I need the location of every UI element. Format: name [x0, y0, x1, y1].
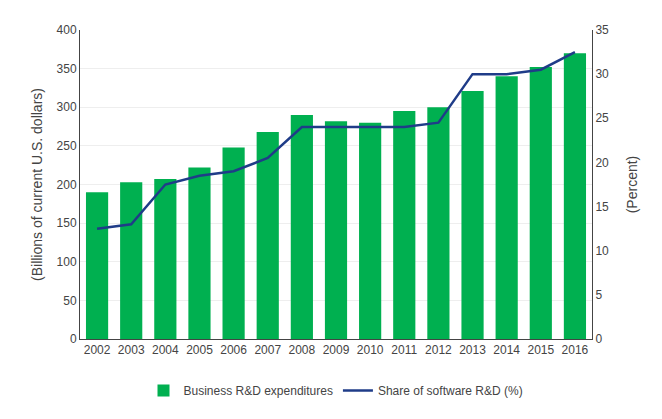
svg-text:30: 30 — [595, 67, 609, 81]
svg-text:20: 20 — [595, 156, 609, 170]
svg-text:35: 35 — [595, 23, 609, 37]
svg-text:2012: 2012 — [425, 343, 452, 357]
svg-text:15: 15 — [595, 200, 609, 214]
svg-text:2011: 2011 — [391, 343, 417, 357]
svg-text:100: 100 — [57, 255, 77, 269]
svg-text:2016: 2016 — [562, 343, 589, 357]
svg-text:5: 5 — [595, 288, 602, 302]
svg-text:300: 300 — [57, 100, 77, 114]
svg-text:2013: 2013 — [459, 343, 486, 357]
svg-text:0: 0 — [70, 332, 77, 346]
svg-text:2005: 2005 — [186, 343, 213, 357]
svg-text:400: 400 — [57, 23, 77, 37]
svg-text:200: 200 — [57, 178, 77, 192]
svg-text:2015: 2015 — [527, 343, 554, 357]
svg-text:10: 10 — [595, 244, 609, 258]
svg-text:2014: 2014 — [493, 343, 520, 357]
svg-text:2007: 2007 — [254, 343, 281, 357]
svg-text:25: 25 — [595, 111, 609, 125]
svg-text:2010: 2010 — [357, 343, 384, 357]
svg-text:50: 50 — [63, 294, 77, 308]
svg-text:2008: 2008 — [289, 343, 316, 357]
svg-text:250: 250 — [57, 139, 77, 153]
svg-text:Share of software R&D (%): Share of software R&D (%) — [378, 384, 523, 398]
svg-text:350: 350 — [57, 62, 77, 76]
svg-text:(Billions of current U.S. doll: (Billions of current U.S. dollars) — [29, 88, 45, 281]
svg-text:2009: 2009 — [323, 343, 350, 357]
svg-text:2003: 2003 — [118, 343, 145, 357]
svg-text:2006: 2006 — [220, 343, 247, 357]
svg-text:2002: 2002 — [84, 343, 111, 357]
svg-text:(Percent): (Percent) — [624, 156, 640, 214]
svg-text:150: 150 — [57, 216, 77, 230]
svg-text:0: 0 — [595, 332, 602, 346]
svg-text:Business R&D expenditures: Business R&D expenditures — [184, 384, 333, 398]
svg-text:2004: 2004 — [152, 343, 179, 357]
